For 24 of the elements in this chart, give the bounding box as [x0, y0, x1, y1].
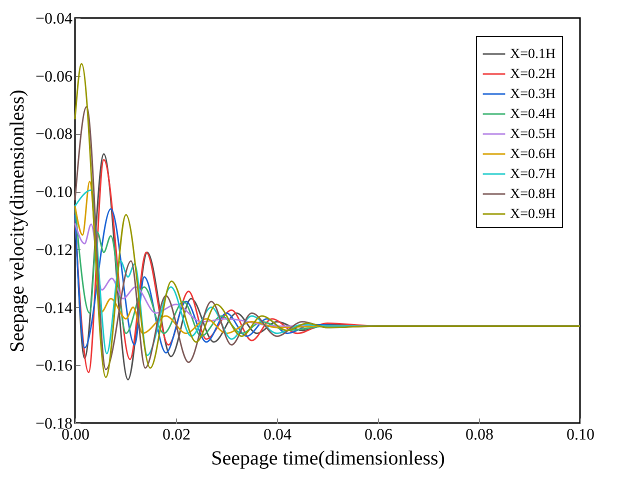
y-tick-label: −0.12: [35, 242, 72, 259]
legend-label: X=0.5H: [510, 127, 556, 142]
legend-label: X=0.8H: [510, 187, 556, 202]
legend-label: X=0.6H: [510, 147, 556, 162]
y-tick-label: −0.16: [35, 358, 72, 375]
x-tick-label: 0.10: [566, 426, 594, 444]
legend-label: X=0.2H: [510, 67, 556, 82]
y-axis-title: Seepage velocity(dimensionless): [6, 90, 28, 352]
x-tick-label: 0.08: [466, 426, 494, 444]
legend-label: X=0.4H: [510, 107, 556, 122]
line-series: [74, 62, 581, 378]
y-tick-label: −0.14: [35, 300, 72, 317]
y-tick-label: −0.06: [35, 68, 72, 86]
legend-label: X=0.1H: [510, 47, 556, 62]
x-axis-title: Seepage time(dimensionless): [211, 448, 445, 470]
x-tick-label: 0.04: [264, 426, 292, 444]
y-tick-label: −0.04: [35, 10, 72, 28]
y-tick-label: −0.10: [35, 184, 72, 202]
x-tick-label: 0.02: [162, 426, 190, 444]
y-tick-label: −0.08: [35, 126, 72, 144]
x-tick-label: 0.06: [364, 426, 392, 444]
legend-label: X=0.9H: [510, 207, 556, 222]
legend-label: X=0.3H: [510, 87, 556, 102]
legend-label: X=0.7H: [510, 167, 556, 182]
